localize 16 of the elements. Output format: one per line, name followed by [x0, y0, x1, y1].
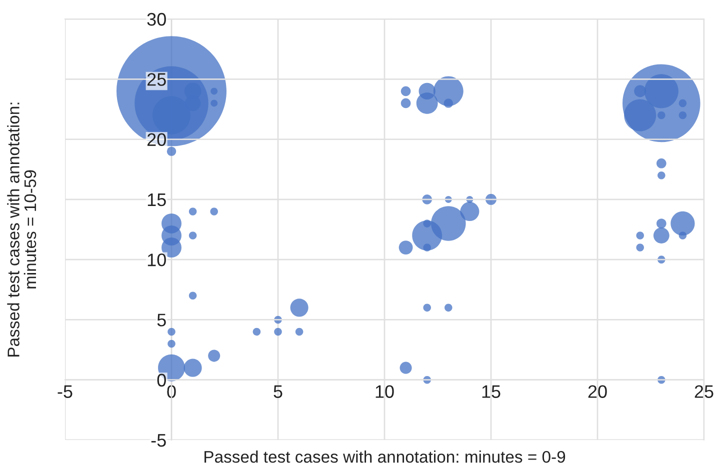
x-tick-label: -5 — [58, 385, 72, 398]
y-tick-label: 25 — [147, 73, 166, 86]
x-tick-label: 25 — [694, 385, 714, 398]
y-tick-label: -5 — [151, 434, 166, 447]
x-tick-label: 10 — [376, 385, 394, 398]
y-axis-title: Passed test cases with annotation: minutes = 10-59 — [7, 102, 36, 356]
y-tick-label: 10 — [148, 254, 166, 266]
x-tick-label: 15 — [482, 385, 500, 398]
y-tick-label: 30 — [147, 12, 166, 26]
y-tick-label: 20 — [147, 133, 166, 146]
y-tick-label: 15 — [148, 194, 166, 206]
x-tick-label: 20 — [588, 385, 607, 398]
x-axis-title: Passed test cases with annotation: minutes = 0-9 — [204, 450, 566, 463]
y-tick-label: 5 — [157, 314, 166, 326]
y-tick-label: 0 — [157, 374, 166, 387]
x-tick-label: 5 — [274, 385, 282, 398]
